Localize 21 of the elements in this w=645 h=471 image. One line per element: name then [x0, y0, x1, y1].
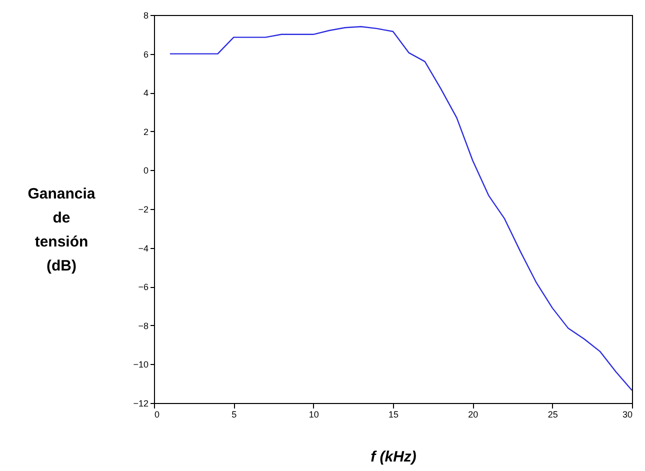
y-tick-label: 6 — [143, 49, 148, 60]
x-tick-label: 20 — [468, 410, 478, 420]
x-tick-label: 30 — [622, 410, 632, 420]
x-tick-label: 5 — [232, 410, 237, 420]
y-tick-label: 4 — [143, 88, 148, 98]
y-tick-label: −6 — [138, 282, 148, 292]
y-tick-label: −2 — [138, 204, 148, 214]
x-tick-label: 10 — [308, 410, 319, 420]
x-axis-title: f (kHz) — [370, 448, 416, 466]
y-tick-label: −4 — [138, 243, 148, 254]
y-tick-label: 8 — [143, 10, 148, 20]
x-tick-label: 0 — [154, 410, 160, 420]
y-tick-label: −10 — [133, 360, 148, 370]
y-tick-label: −8 — [138, 320, 148, 331]
y-tick-label: 0 — [143, 166, 148, 176]
y-axis-title: Ganancia de tensión (dB) — [28, 186, 96, 274]
y-tick-label: −12 — [133, 398, 148, 408]
x-tick-label: 25 — [548, 410, 558, 420]
y-tick-label: 2 — [143, 126, 148, 137]
line-series — [169, 26, 632, 391]
x-tick-label: 15 — [388, 410, 399, 420]
